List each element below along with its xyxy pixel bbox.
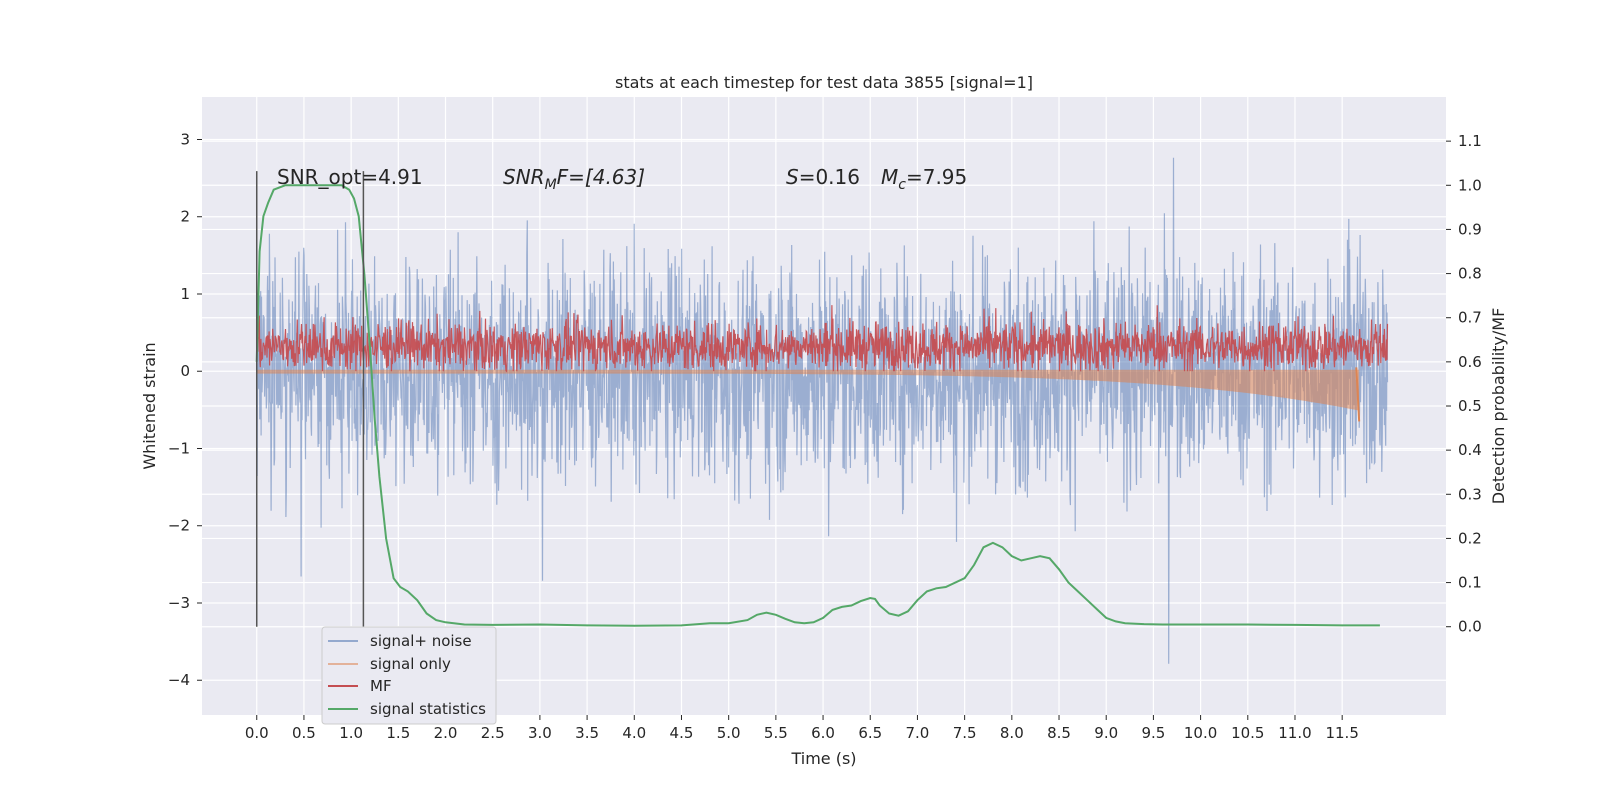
x-tick-label: 7.0	[906, 724, 930, 742]
series-mf	[256, 305, 1389, 373]
series-signal-noise	[256, 157, 1389, 664]
y-tick-label: 2	[180, 208, 190, 226]
x-tick-label: 3.0	[528, 724, 552, 742]
y2-tick-label: 0.3	[1458, 485, 1482, 503]
window-markers	[255, 171, 365, 627]
y-axis-ticks: 3 2 1 0 −1 −2 −3 −4	[168, 130, 202, 689]
annotation-mc: Mc=7.95	[881, 165, 967, 193]
x-tick-label: 1.5	[386, 724, 410, 742]
x-tick-label: 4.5	[670, 724, 694, 742]
y2-tick-label: 0.2	[1458, 529, 1482, 547]
x-tick-label: 6.0	[811, 724, 835, 742]
chart-title: stats at each timestep for test data 385…	[615, 73, 1033, 92]
x-tick-label: 2.0	[434, 724, 458, 742]
x-tick-label: 1.0	[339, 724, 363, 742]
x-tick-label: 8.5	[1047, 724, 1071, 742]
y2-axis-label: Detection probability/MF	[1489, 308, 1508, 505]
y-tick-label: −4	[168, 671, 190, 689]
y2-tick-label: 0.8	[1458, 265, 1482, 283]
y-tick-label: 0	[180, 362, 190, 380]
x-tick-label: 11.0	[1278, 724, 1311, 742]
x-tick-label: 9.0	[1094, 724, 1118, 742]
y-axis-label: Whitened strain	[140, 342, 159, 469]
legend-label-signal-statistics: signal statistics	[370, 700, 486, 718]
x-tick-label: 2.5	[481, 724, 505, 742]
x-tick-label: 3.5	[575, 724, 599, 742]
y2-axis-ticks: 1.1 1.0 0.9 0.8 0.7 0.6 0.5 0.4 0.3 0.2 0.1 0.0	[1446, 132, 1482, 636]
legend-label-signal-only: signal only	[370, 655, 451, 673]
series-signal-only	[256, 369, 1360, 411]
y2-tick-label: 1.1	[1458, 132, 1482, 150]
series-signal-only-merger	[1355, 367, 1361, 422]
x-tick-label: 8.0	[1000, 724, 1024, 742]
x-axis-ticks: 0.0 0.5 1.0 1.5 2.0 2.5 3.0 3.5 4.0 4.5 5.0 5.5 6.0 6…	[245, 715, 1359, 742]
x-tick-label: 5.5	[764, 724, 788, 742]
legend-box	[321, 626, 497, 725]
legend: signal+ noise signal only MF signal stat…	[321, 626, 497, 725]
legend-label-signal-noise: signal+ noise	[370, 632, 472, 650]
x-axis-label: Time (s)	[790, 749, 856, 768]
x-tick-label: 7.5	[953, 724, 977, 742]
x-tick-label: 11.5	[1325, 724, 1358, 742]
y2-tick-label: 0.5	[1458, 397, 1482, 415]
plot-area	[255, 157, 1389, 664]
x-tick-label: 10.5	[1231, 724, 1264, 742]
y-tick-label: −3	[168, 594, 190, 612]
y2-tick-label: 0.9	[1458, 220, 1482, 238]
annotation-s: S=0.16	[786, 165, 860, 189]
x-tick-label: 0.5	[292, 724, 316, 742]
y2-tick-label: 0.6	[1458, 353, 1482, 371]
y2-tick-label: 1.0	[1458, 176, 1482, 194]
legend-label-mf: MF	[370, 677, 392, 695]
x-tick-label: 0.0	[245, 724, 269, 742]
annotation-snr-mf: SNRMF=[4.63]	[503, 165, 645, 193]
y-tick-label: −2	[168, 517, 190, 535]
y-tick-label: 1	[180, 285, 190, 303]
x-tick-label: 5.0	[717, 724, 741, 742]
annotation-snr-opt: SNR_opt=4.91	[277, 165, 423, 189]
y2-tick-label: 0.7	[1458, 309, 1482, 327]
x-tick-label: 6.5	[858, 724, 882, 742]
y-tick-label: −1	[168, 439, 190, 457]
x-tick-label: 9.5	[1141, 724, 1165, 742]
y-tick-label: 3	[180, 130, 190, 148]
y2-tick-label: 0.4	[1458, 441, 1482, 459]
x-tick-label: 10.0	[1184, 724, 1217, 742]
y2-tick-label: 0.1	[1458, 574, 1482, 592]
x-tick-label: 4.0	[622, 724, 646, 742]
series-signal-statistics	[255, 184, 1380, 627]
y2-tick-label: 0.0	[1458, 618, 1482, 636]
